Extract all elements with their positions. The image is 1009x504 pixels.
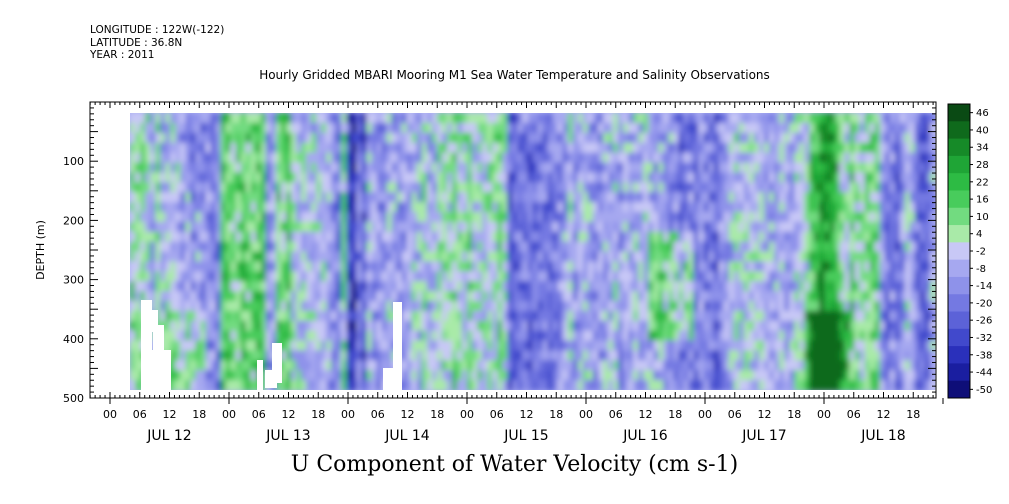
colorbar-swatch	[948, 311, 970, 330]
colorbar-swatch	[948, 155, 970, 174]
colorbar-label: -50	[976, 385, 992, 396]
x-tick-label: 00	[698, 408, 712, 421]
x-tick-label: 00	[579, 408, 593, 421]
missing-data-gap	[383, 368, 395, 390]
colorbar-swatch	[948, 242, 970, 261]
colorbar-swatch	[948, 346, 970, 364]
metadata-block: LONGITUDE : 122W(-122) LATITUDE : 36.8N …	[90, 24, 224, 62]
colorbar-swatch	[948, 104, 970, 122]
x-tick-label: 00	[460, 408, 474, 421]
colorbar-swatch	[948, 328, 970, 347]
x-day-label: JUL 18	[860, 428, 905, 444]
x-tick-label: 12	[163, 408, 177, 421]
x-tick-label: 06	[490, 408, 504, 421]
colorbar-swatch	[948, 225, 970, 243]
colorbar-swatch	[948, 380, 970, 399]
missing-data-gap	[141, 300, 152, 390]
axes: 00 06 12 18 00 06 12 18 00 06 12 18 00 06 12 18 00 06 12 18…	[34, 101, 944, 444]
x-tick-label: 18	[787, 408, 801, 421]
x-tick-label: 06	[133, 408, 147, 421]
x-tick-label: 12	[758, 408, 772, 421]
colorbar-label: -32	[976, 333, 992, 344]
x-tick-label: 12	[639, 408, 653, 421]
colorbar-label: -26	[976, 316, 992, 327]
missing-data-gap	[393, 302, 402, 390]
colorbar-label: 16	[976, 195, 989, 206]
x-tick-label: 06	[609, 408, 623, 421]
longitude-label: LONGITUDE : 122W(-122)	[90, 24, 225, 36]
x-day-label: JUL 13	[265, 428, 310, 444]
missing-data-gap	[272, 343, 282, 383]
x-tick-label: 18	[906, 408, 920, 421]
colorbar-swatch	[948, 294, 970, 313]
x-day-label: JUL 17	[741, 428, 786, 444]
colorbar-label: 10	[976, 212, 989, 223]
colorbar-label: 28	[976, 160, 989, 171]
y-tick-label: 300	[63, 274, 84, 287]
colorbar-swatch	[948, 207, 970, 226]
missing-data-gap	[257, 360, 263, 390]
latitude-label: LATITUDE : 36.8N	[90, 36, 183, 49]
y-axis-label: DEPTH (m)	[34, 220, 47, 280]
chart-subtitle: U Component of Water Velocity (cm s-1)	[290, 452, 739, 477]
x-tick-label: 06	[252, 408, 266, 421]
missing-data-gap	[160, 365, 170, 390]
colorbar-swatch	[948, 138, 970, 157]
chart-title: Hourly Gridded MBARI Mooring M1 Sea Wate…	[259, 68, 770, 82]
colorbar-label: 34	[976, 143, 989, 154]
colorbar-label: -2	[976, 247, 986, 258]
missing-data-gap	[152, 310, 158, 332]
velocity-field	[90, 102, 936, 398]
colorbar: 46 40 34 28 22 16 10 4 -2 -8 -14 -20 -26 -32 -38 -44 -50	[947, 103, 992, 399]
x-day-label: JUL 15	[503, 428, 548, 444]
x-tick-label: 12	[520, 408, 534, 421]
x-tick-label: 18	[668, 408, 682, 421]
x-tick-label: 12	[401, 408, 415, 421]
x-tick-label: 18	[549, 408, 563, 421]
colorbar-label: 46	[976, 108, 989, 119]
colorbar-swatch	[948, 363, 970, 382]
plot-area	[90, 102, 936, 398]
colorbar-label: 40	[976, 125, 989, 136]
year-label: YEAR : 2011	[90, 49, 155, 61]
x-day-label: JUL 14	[384, 428, 430, 444]
colorbar-swatch	[948, 259, 970, 278]
y-tick-label: 200	[63, 214, 84, 227]
x-tick-label: 00	[103, 408, 117, 421]
colorbar-label: -14	[976, 281, 992, 292]
colorbar-swatch	[948, 276, 970, 295]
x-tick-label: 00	[222, 408, 236, 421]
colorbar-swatch	[948, 121, 970, 140]
x-tick-label: 18	[192, 408, 206, 421]
x-tick-label: 18	[311, 408, 325, 421]
colorbar-swatch	[948, 190, 970, 209]
y-tick-label: 100	[63, 155, 84, 168]
x-tick-label: 12	[877, 408, 891, 421]
colorbar-label: -44	[976, 368, 992, 379]
colorbar-label: -8	[976, 264, 986, 275]
x-tick-label: 00	[341, 408, 355, 421]
x-tick-label: 06	[728, 408, 742, 421]
x-tick-label: 12	[282, 408, 296, 421]
colorbar-label: -20	[976, 298, 992, 309]
missing-data-gap	[153, 325, 164, 355]
x-tick-label: 06	[371, 408, 385, 421]
x-tick-label: 06	[847, 408, 861, 421]
y-tick-label: 400	[63, 333, 84, 346]
x-tick-label: 00	[817, 408, 831, 421]
colorbar-label: 4	[976, 229, 982, 240]
x-day-label: JUL 16	[622, 428, 668, 444]
y-tick-label: 500	[63, 392, 84, 405]
x-day-label: JUL 12	[146, 428, 191, 444]
colorbar-swatch	[948, 173, 970, 191]
x-tick-label: 18	[430, 408, 444, 421]
colorbar-label: -38	[976, 350, 992, 361]
colorbar-label: 22	[976, 177, 989, 188]
